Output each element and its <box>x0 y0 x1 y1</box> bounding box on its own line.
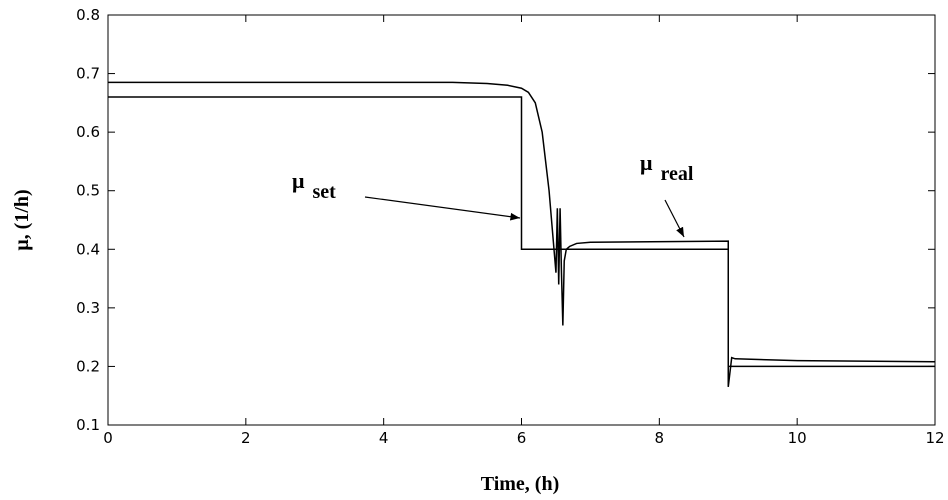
x-tick-label: 8 <box>655 429 665 447</box>
y-tick-label: 0.8 <box>76 6 100 24</box>
y-tick-label: 0.6 <box>76 123 100 141</box>
arrow-set <box>364 196 521 221</box>
annotation: μ real <box>640 150 694 185</box>
annotation-symbol: μ <box>292 168 305 193</box>
annotation-subscript: set <box>312 181 336 203</box>
y-tick-label: 0.1 <box>76 416 100 434</box>
y-axis-label: μ, (1/h) <box>11 189 33 250</box>
line-series <box>108 81 936 388</box>
x-tick-label: 6 <box>517 429 527 447</box>
x-tick-label: 4 <box>379 429 389 447</box>
x-tick-label: 10 <box>788 429 807 447</box>
x-tick-label: 2 <box>241 429 251 447</box>
annotation-subscript: real <box>660 163 693 185</box>
arrow-real <box>664 199 685 238</box>
annotation-symbol: μ <box>640 150 653 175</box>
x-tick-label: 0 <box>103 429 113 447</box>
y-tick-label: 0.5 <box>76 182 100 200</box>
y-tick-label: 0.3 <box>76 299 100 317</box>
x-tick-label: 12 <box>925 429 944 447</box>
x-axis-label: Time, (h) <box>481 473 560 495</box>
y-tick-label: 0.7 <box>76 65 100 83</box>
annotation: μ set <box>292 168 336 203</box>
y-tick-label: 0.2 <box>76 357 100 375</box>
line-series <box>108 96 935 368</box>
y-tick-label: 0.4 <box>76 240 100 258</box>
